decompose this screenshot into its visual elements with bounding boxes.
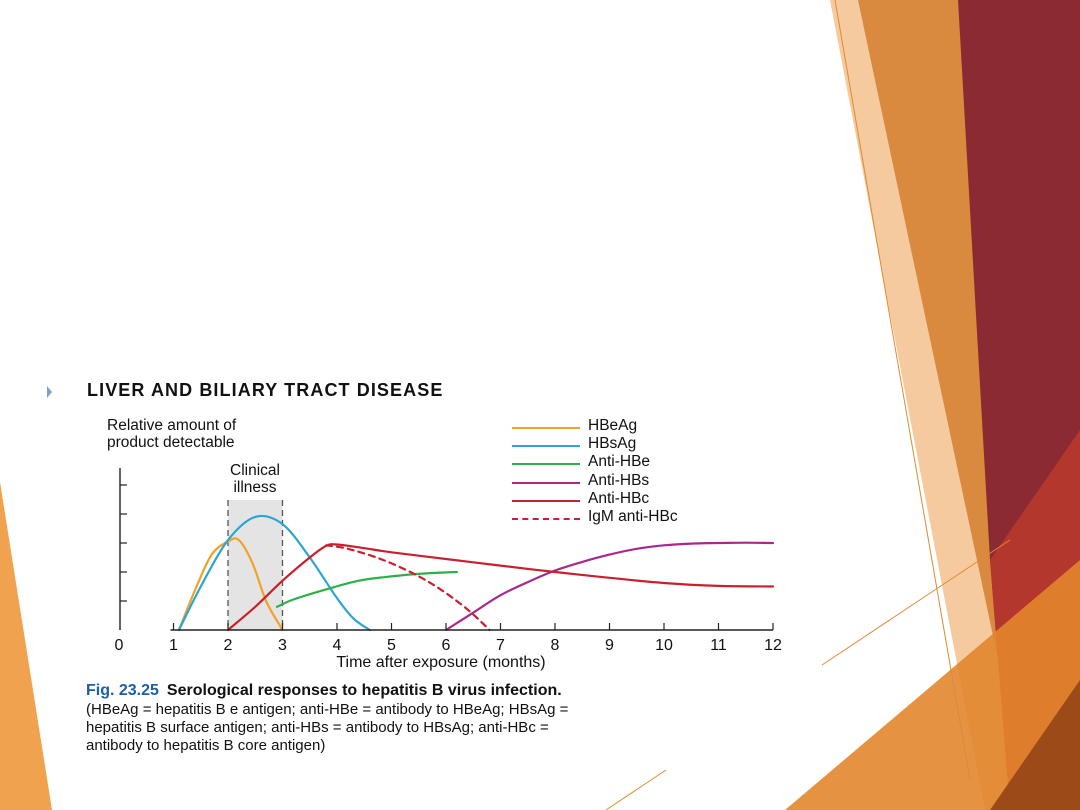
legend-swatch (512, 481, 580, 484)
legend-swatch (512, 517, 580, 520)
x-axis-label: Time after exposure (months) (336, 654, 545, 671)
left-orange-wedge (0, 482, 52, 810)
caption-line: (HBeAg = hepatitis B e antigen; anti-HBe… (86, 701, 569, 718)
legend-item-anti-hbs: Anti-HBs (512, 472, 772, 490)
caption-line: antibody to hepatitis B core antigen) (86, 737, 326, 754)
series-line-hbsag (177, 514, 371, 632)
legend-label: Anti-HBe (588, 453, 651, 471)
figure-caption: Fig. 23.25 Serological responses to hepat… (86, 682, 806, 755)
legend-swatch (512, 463, 580, 466)
figure-number: Fig. 23.25 (86, 682, 159, 699)
figure-title: Serological responses to hepatitis B vir… (166, 682, 562, 699)
legend-item-hbeag: HBeAg (512, 417, 772, 435)
legend-item-igm-anti-hbc: IgM anti-HBc (512, 508, 772, 526)
x-tick-label: 7 (496, 637, 505, 654)
series-line-anti-hbs (444, 541, 775, 632)
clinical-illness-label-line2: illness (233, 479, 277, 496)
y-axis-label: Relative amount of product detectable (107, 417, 347, 451)
thin-line-2 (821, 539, 1011, 666)
legend: HBeAg HBsAg Anti-HBe Anti-HBs Anti-HBc I… (512, 417, 772, 526)
x-tick-label: 11 (710, 637, 727, 654)
clinical-illness-label-line1: Clinical (230, 462, 280, 479)
bottom-orange-wedge (785, 560, 1080, 810)
x-tick-label: 4 (333, 637, 342, 654)
x-tick-label: 12 (764, 637, 782, 654)
x-tick-label: 0 (115, 637, 124, 654)
series-layer (177, 514, 775, 632)
legend-item-anti-hbc: Anti-HBc (512, 490, 772, 508)
legend-swatch (512, 427, 580, 429)
x-tick-label: 9 (605, 637, 614, 654)
legend-item-hbsag: HBsAg (512, 435, 772, 453)
series-line-igm-anti-hbc (325, 544, 491, 632)
x-tick-label: 10 (655, 637, 673, 654)
bullet-icon (47, 386, 52, 398)
legend-swatch (512, 499, 580, 502)
legend-label: HBsAg (588, 435, 637, 453)
x-tick-label: 3 (278, 637, 287, 654)
x-tick-label: 2 (224, 637, 233, 654)
y-axis-label-line2: product detectable (107, 434, 235, 451)
x-tick-label: 6 (442, 637, 451, 654)
y-axis-label-line1: Relative amount of (107, 417, 237, 434)
series-line-anti-hbe (275, 570, 458, 608)
legend-label: Anti-HBc (588, 489, 650, 507)
legend-swatch (512, 445, 580, 448)
caption-line: hepatitis B surface antigen; anti-HBs = … (86, 719, 549, 736)
x-tick-layer: 0 1 2 3 4 5 6 7 8 9 10 11 12 (115, 623, 782, 654)
x-tick-label: 8 (551, 637, 560, 654)
clinical-illness-label: Clinical illness (205, 462, 305, 496)
legend-label: IgM anti-HBc (588, 507, 678, 525)
bottom-dark-wedge (990, 680, 1080, 810)
thin-line-1 (834, 0, 971, 781)
series-line-anti-hbc (226, 543, 775, 632)
y-tick-layer (120, 484, 127, 602)
clinical-illness-region (228, 500, 283, 630)
caption-heading: Fig. 23.25 Serological responses to hepat… (86, 682, 806, 700)
legend-label: HBeAg (588, 417, 638, 434)
caption-body: (HBeAg = hepatitis B e antigen; anti-HBe… (86, 701, 806, 755)
legend-item-anti-hbe: Anti-HBe (512, 453, 772, 471)
legend-label: Anti-HBs (588, 471, 650, 489)
section-title: LIVER AND BILIARY TRACT DISEASE (87, 380, 444, 400)
thin-line-3 (605, 769, 667, 810)
x-tick-label: 5 (387, 637, 396, 654)
x-tick-label: 1 (169, 637, 178, 654)
